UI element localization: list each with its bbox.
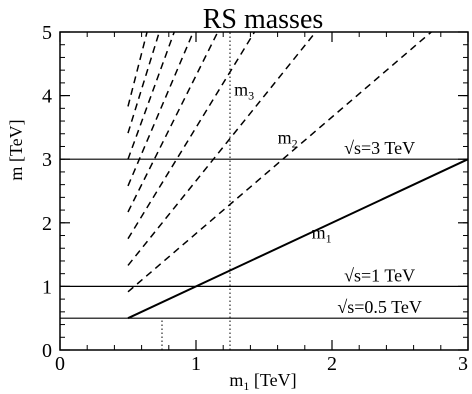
x-tick-label: 3: [458, 353, 468, 375]
dashed-series-line: [127, 31, 194, 187]
series-label-m2-sub: 2: [292, 136, 298, 150]
y-tick-label: 1: [42, 276, 52, 298]
dashed-series-line: [127, 31, 432, 293]
dashed-series-line: [127, 31, 256, 240]
x-tick-label: 1: [191, 353, 201, 375]
series-label-m1-main: m: [312, 223, 326, 243]
series-label-m2: m2: [278, 127, 298, 150]
dashed-series-line: [127, 31, 219, 213]
series-label-m1: m1: [312, 223, 332, 246]
x-axis-label: m1 [TeV]: [229, 370, 296, 393]
chart-title: RS masses: [203, 4, 324, 35]
y-tick-label: 2: [42, 213, 52, 235]
y-tick-label: 5: [42, 22, 52, 44]
solid-series-line: [127, 158, 469, 320]
horizontal-line-label: √s=0.5 TeV: [337, 297, 421, 317]
y-tick-label: 0: [42, 340, 52, 362]
y-tick-label: 3: [42, 149, 52, 171]
series-label-m3: m3: [234, 80, 254, 103]
y-tick-label: 4: [42, 86, 52, 108]
series-label-m2-main: m: [278, 127, 292, 147]
horizontal-line-label: √s=3 TeV: [344, 138, 415, 158]
dashed-series-line: [127, 31, 148, 107]
dashed-series-line: [127, 31, 317, 266]
x-tick-label: 0: [55, 353, 65, 375]
plot-frame: [59, 31, 469, 351]
dashed-series-line: [127, 31, 160, 134]
x-tick-label: 2: [327, 353, 337, 375]
series-label-m3-main: m: [234, 80, 248, 100]
dashed-series-line: [127, 31, 175, 160]
horizontal-line-label: √s=1 TeV: [344, 265, 415, 285]
series-label-m3-sub: 3: [248, 89, 254, 103]
series-label-m1-sub: 1: [326, 232, 332, 246]
y-axis-label: m [TeV]: [6, 119, 26, 180]
